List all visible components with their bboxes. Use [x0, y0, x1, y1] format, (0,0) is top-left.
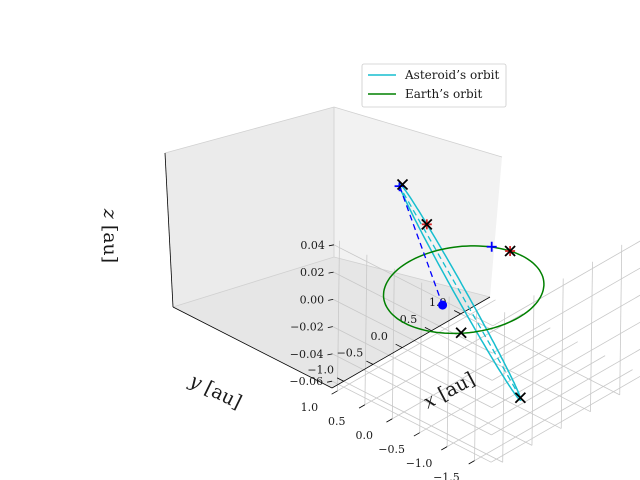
- y-axis-label: y [au]: [185, 369, 245, 413]
- y-axis-line: [172, 306, 333, 389]
- x-grid-floor: [402, 347, 562, 429]
- x-grid-back: [560, 278, 564, 429]
- pane-back-yz: [165, 107, 334, 307]
- y-tick: [358, 404, 366, 409]
- z-tick: [327, 353, 333, 356]
- x-grid-floor: [372, 364, 533, 446]
- x-tick: [424, 326, 432, 332]
- x-grid-back: [531, 295, 535, 446]
- plus-marker: [486, 241, 497, 252]
- grid-lines: [331, 240, 640, 463]
- legend-label-earth: Earth’s orbit: [405, 87, 482, 101]
- y-grid-floor: [364, 313, 524, 406]
- series-line-earth: [382, 245, 545, 335]
- y-grid-floor: [446, 355, 606, 448]
- x-tick-label: −0.5: [337, 347, 364, 360]
- axis-lines: [164, 152, 491, 389]
- x-grid-floor: [343, 380, 503, 463]
- y-tick-label: −1.5: [433, 471, 460, 480]
- z-grid-left: [333, 299, 493, 381]
- z-grid-right: [492, 267, 640, 354]
- z-grid-right: [491, 348, 640, 436]
- x-axis-label: x [au]: [420, 368, 479, 413]
- z-tick-label: −0.04: [290, 348, 324, 361]
- y-tick: [413, 432, 420, 437]
- z-grid-left: [332, 326, 492, 408]
- y-tick: [331, 390, 338, 395]
- axis-ticks: [327, 244, 475, 465]
- x-grid-back: [590, 261, 593, 412]
- y-grid-back: [337, 240, 340, 391]
- x-tick: [395, 343, 403, 348]
- z-grid-right: [490, 375, 640, 463]
- pane-floor: [173, 257, 490, 388]
- y-tick: [468, 460, 475, 465]
- z-tick-label: 0.02: [300, 266, 325, 279]
- z-tick-label: −0.06: [289, 375, 323, 388]
- y-tick-label: 0.0: [355, 429, 373, 442]
- z-grid-left: [332, 353, 492, 436]
- z-tick-label: −0.02: [290, 321, 324, 334]
- y-tick: [441, 446, 448, 451]
- x-grid-floor: [431, 330, 591, 413]
- y-grid-floor: [474, 369, 633, 461]
- y-grid-back: [474, 310, 477, 461]
- y-tick-label: −0.5: [378, 443, 405, 456]
- y-tick: [386, 418, 393, 423]
- x-marker: [504, 245, 516, 257]
- y-grid-back: [391, 268, 395, 419]
- dashed-line: [398, 185, 444, 306]
- z-grid-left: [331, 380, 492, 463]
- y-grid-back: [446, 296, 450, 447]
- z-grid-left: [333, 271, 493, 354]
- z-tick: [328, 298, 334, 301]
- z-tick: [327, 380, 333, 383]
- legend-label-asteroid: Asteroid’s orbit: [404, 68, 499, 82]
- y-grid-back: [419, 282, 423, 433]
- x-marker: [421, 218, 433, 230]
- annotation-layer: [394, 178, 527, 404]
- z-tick: [328, 244, 334, 247]
- z-tick-label: 0.04: [300, 239, 325, 252]
- axes-panes: [164, 106, 503, 388]
- x-tick-label: −1.0: [307, 364, 334, 377]
- pane-back-xz: [334, 107, 502, 297]
- x-tick: [366, 360, 374, 365]
- x-axis-line: [331, 296, 491, 389]
- x-tick: [453, 310, 461, 315]
- dot-marker: [438, 300, 448, 310]
- x-marker: [514, 392, 527, 404]
- y-grid-back: [364, 254, 368, 405]
- x-tick: [336, 377, 344, 382]
- x-marker: [455, 327, 467, 339]
- legend: Asteroid’s orbit Earth’s orbit: [361, 63, 507, 108]
- x-tick-label: 0.5: [400, 313, 418, 326]
- dashed-line: [399, 185, 521, 399]
- y-tick-label: 0.5: [328, 415, 346, 428]
- y-grid-floor: [419, 341, 578, 434]
- legend-box: [361, 63, 507, 108]
- z-axis-line: [164, 152, 174, 308]
- x-tick-label: 0.0: [370, 330, 388, 343]
- z-grid-left: [333, 244, 494, 327]
- tick-labels: −1.0−0.50.00.51.0−1.5−1.0−0.50.00.51.0−0…: [289, 239, 459, 480]
- y-grid-floor: [392, 327, 551, 420]
- y-grid-floor: [337, 299, 496, 392]
- x-grid-floor: [460, 313, 620, 396]
- z-tick: [327, 326, 333, 329]
- y-tick-label: −1.0: [406, 457, 433, 470]
- x-marker: [396, 178, 409, 191]
- z-tick: [328, 271, 334, 274]
- x-grid-back: [619, 244, 623, 395]
- x-grid-back: [502, 312, 506, 463]
- z-axis-label: z [au]: [99, 208, 121, 263]
- z-grid-right: [492, 240, 640, 327]
- z-tick-label: 0.00: [300, 293, 325, 306]
- y-tick-label: 1.0: [301, 401, 319, 414]
- z-grid-right: [491, 294, 640, 381]
